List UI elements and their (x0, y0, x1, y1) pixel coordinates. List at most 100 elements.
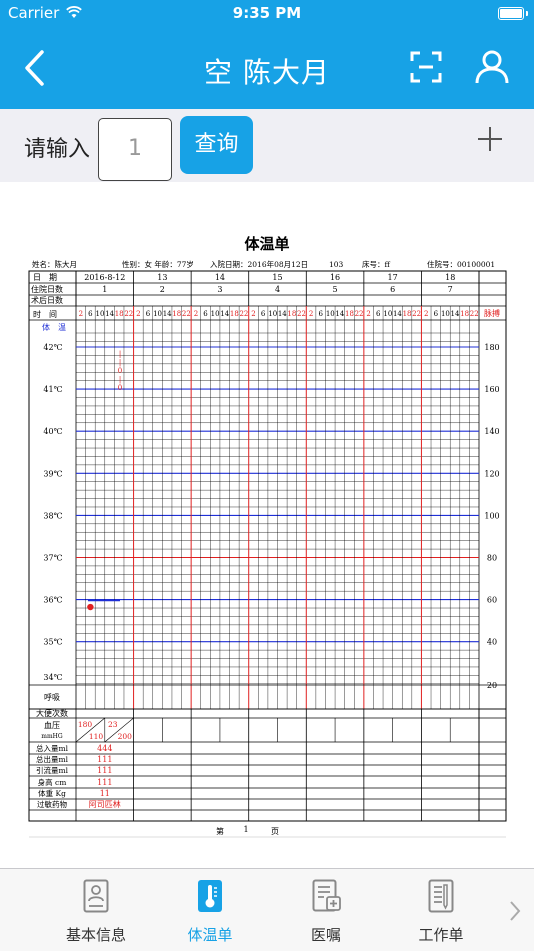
drainage-value: 111 (97, 766, 112, 775)
time-slot-label: 14 (105, 310, 114, 318)
time-slot-label: 18 (287, 310, 296, 318)
time-slot-label: 2 (136, 310, 140, 318)
tab-label: 工作单 (418, 926, 464, 944)
temperature-scale-label: 42℃ (43, 343, 62, 352)
temperature-scale-label: 34℃ (43, 673, 62, 682)
time-slot-label: 18 (230, 310, 239, 318)
footer-page-number: 1 (243, 825, 248, 834)
tab-label: 基本信息 (65, 926, 126, 944)
time-slot-label: 10 (211, 310, 220, 318)
patient-name: 姓名：陈大月 (32, 259, 77, 269)
date-cell: 16 (330, 273, 340, 282)
label-drainage: 引流量ml (36, 765, 69, 775)
temperature-scale-label: 40℃ (43, 427, 62, 436)
time-slot-label: 22 (182, 310, 191, 318)
time-slot-label: 2 (251, 310, 255, 318)
temperature-scale-label: 38℃ (43, 511, 62, 520)
time-slot-label: 18 (172, 310, 181, 318)
thermometer-icon (198, 880, 222, 912)
time-slot-label: 6 (88, 310, 93, 318)
time-slot-label: 10 (268, 310, 277, 318)
time-slot-label: 14 (393, 310, 402, 318)
time-slot-label: 6 (376, 310, 381, 318)
label-breath: 呼吸 (44, 692, 60, 702)
add-icon[interactable] (476, 125, 504, 153)
tab-label: 医嘱 (310, 926, 341, 944)
page-number-input[interactable]: 1 (98, 118, 172, 181)
temperature-scale-label: 39℃ (43, 469, 62, 478)
label-output: 总出量ml (36, 754, 69, 764)
tab-basic-info[interactable]: 基本信息 (56, 869, 136, 951)
scan-icon[interactable] (410, 51, 442, 83)
bed-label: 床号：ff (362, 259, 390, 269)
time-slot-label: 6 (318, 310, 323, 318)
weight-value: 11 (100, 789, 110, 798)
wifi-icon (66, 6, 82, 18)
output-value: 111 (97, 755, 112, 764)
pulse-scale-label: 80 (487, 554, 497, 563)
tab-bar: 基本信息 体温单 医嘱 工作单 (0, 868, 534, 951)
time-slot-label: 14 (278, 310, 287, 318)
footer-prefix: 第 (216, 826, 224, 836)
time-slot-label: 22 (470, 310, 479, 318)
time-slot-label: 22 (239, 310, 248, 318)
patient-gender-age: 性别：女 年龄：77岁 (122, 259, 194, 269)
tab-temperature-sheet[interactable]: 体温单 (170, 869, 250, 951)
bp-value: 180 (78, 720, 93, 729)
time-slot-label: 6 (146, 310, 151, 318)
more-tabs-chevron-icon[interactable] (508, 899, 522, 923)
medical-order-icon (312, 879, 341, 912)
tab-medical-orders[interactable]: 医嘱 (286, 869, 366, 951)
navigation-bar: 空 陈大月 (0, 27, 534, 109)
person-icon[interactable] (474, 49, 510, 85)
vertical-note-char: | (119, 376, 121, 384)
hospital-number: 住院号：00100001 (427, 259, 495, 269)
temperature-scale-label: 41℃ (43, 385, 62, 394)
pulse-scale-label: 120 (484, 469, 499, 478)
search-bar: 请输入 1 查询 (0, 109, 534, 183)
tab-worksheet[interactable]: 工作单 (401, 869, 481, 951)
time-slot-label: 2 (424, 310, 428, 318)
query-button[interactable]: 查询 (180, 116, 253, 174)
hospital-day-cell: 4 (275, 285, 280, 294)
time-slot-label: 10 (326, 310, 335, 318)
time-slot-label: 14 (163, 310, 172, 318)
time-slot-label: 6 (203, 310, 208, 318)
time-slot-label: 22 (355, 310, 364, 318)
time-slot-label: 22 (124, 310, 133, 318)
time-slot-label: 14 (220, 310, 229, 318)
date-cell: 15 (272, 273, 282, 282)
time-slot-label: 2 (194, 310, 198, 318)
battery-icon (498, 7, 524, 20)
time-slot-label: 10 (441, 310, 450, 318)
label-hospital-days: 住院日数 (31, 284, 63, 294)
time-slot-label: 6 (434, 310, 439, 318)
bp-value: 200 (118, 732, 133, 741)
hospital-day-cell: 6 (390, 285, 395, 294)
date-cell: 17 (388, 273, 398, 282)
label-time: 时 间 (33, 309, 57, 319)
bp-diagonal (104, 717, 134, 743)
time-slot-label: 10 (383, 310, 392, 318)
sheet-title: 体温单 (244, 235, 289, 253)
intake-value: 444 (97, 744, 112, 753)
label-allergy: 过敏药物 (37, 799, 67, 809)
allergy-value: 阿司匹林 (89, 799, 121, 809)
label-weight: 体重 Kg (38, 788, 66, 798)
time-slot-label: 6 (261, 310, 266, 318)
carrier-label: Carrier (8, 4, 60, 22)
vertical-note-char: 0 (118, 367, 122, 375)
time-slot-label: 10 (96, 310, 105, 318)
date-cell: 14 (215, 273, 225, 282)
label-stool: 大便次数 (36, 708, 68, 718)
input-prompt-label: 请输入 (24, 137, 91, 162)
tab-label: 体温单 (187, 926, 233, 944)
label-date: 日 期 (33, 273, 57, 282)
hospital-day-cell: 7 (448, 285, 453, 294)
back-chevron-icon[interactable] (22, 49, 48, 87)
pulse-scale-label: 180 (484, 343, 499, 352)
label-temperature: 体 温 (42, 322, 66, 332)
time-slot-label: 18 (345, 310, 354, 318)
label-height: 身高 cm (38, 777, 67, 787)
